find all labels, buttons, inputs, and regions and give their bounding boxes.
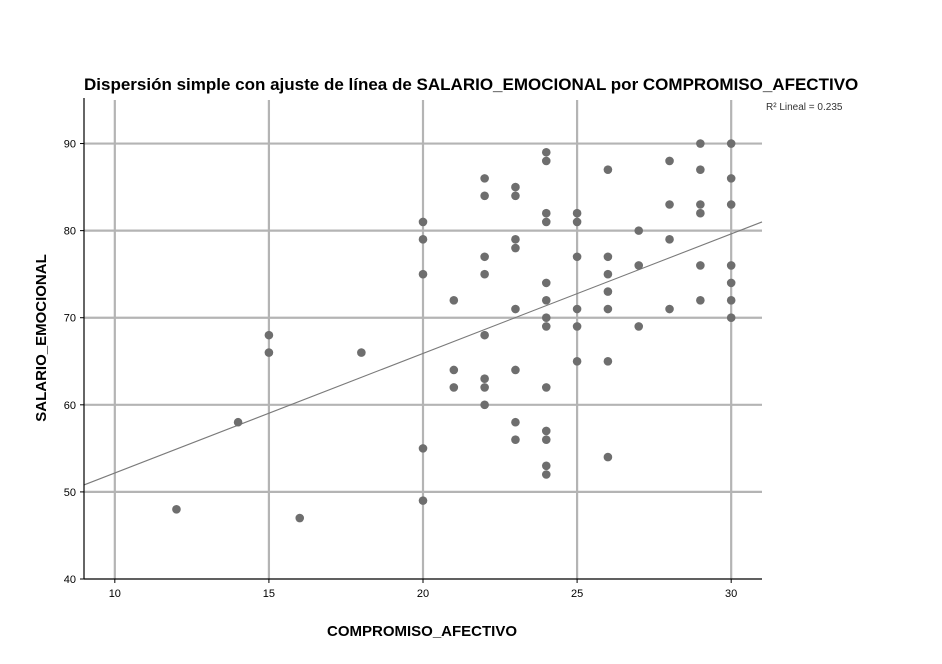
data-point xyxy=(726,261,736,270)
data-point xyxy=(541,296,551,305)
data-point xyxy=(696,200,705,209)
data-point xyxy=(418,235,428,244)
data-point xyxy=(541,470,551,479)
y-tick-label: 80 xyxy=(64,226,76,238)
data-point xyxy=(449,296,459,305)
data-point xyxy=(480,191,489,201)
data-point xyxy=(603,165,613,174)
data-point xyxy=(572,208,582,218)
data-point xyxy=(726,200,736,209)
data-point xyxy=(634,226,644,235)
y-axis-label: SALARIO_EMOCIONAL xyxy=(33,254,50,422)
data-point xyxy=(603,356,613,366)
data-point xyxy=(480,330,489,340)
y-tick-label: 50 xyxy=(64,487,76,499)
data-point xyxy=(418,217,428,227)
data-point xyxy=(480,174,489,183)
data-point xyxy=(511,191,520,201)
data-point xyxy=(665,200,674,209)
data-point xyxy=(696,208,705,218)
tick-labels: 10 15 20 25 30 40 50 60 70 80 90 xyxy=(64,139,738,600)
data-point xyxy=(603,304,613,314)
data-point xyxy=(696,261,705,270)
data-point xyxy=(511,417,520,427)
data-point xyxy=(603,252,613,262)
data-point xyxy=(233,417,243,427)
data-point xyxy=(665,235,674,244)
data-point xyxy=(726,278,736,288)
grid-lines xyxy=(84,100,762,579)
data-point xyxy=(511,243,520,253)
data-point xyxy=(572,304,582,314)
data-point xyxy=(480,269,489,279)
data-point xyxy=(449,365,459,375)
data-point xyxy=(511,235,520,244)
data-point xyxy=(696,296,705,305)
data-point xyxy=(572,322,582,331)
x-tick-label: 10 xyxy=(109,588,121,600)
data-point xyxy=(511,365,520,375)
y-tick-label: 40 xyxy=(64,574,76,586)
data-point xyxy=(603,452,613,462)
data-point xyxy=(665,304,674,314)
data-point xyxy=(264,330,274,340)
data-point xyxy=(665,156,674,166)
data-point xyxy=(572,217,582,227)
y-tick-label: 90 xyxy=(64,139,76,151)
data-point xyxy=(541,435,551,444)
data-point xyxy=(696,139,705,148)
data-point xyxy=(603,269,613,279)
data-point xyxy=(511,182,520,192)
data-point xyxy=(480,400,489,410)
data-point xyxy=(541,156,551,166)
data-point xyxy=(696,165,705,174)
data-point xyxy=(480,383,489,392)
data-point xyxy=(634,322,644,331)
data-point xyxy=(480,252,489,262)
data-point xyxy=(449,383,459,392)
data-point xyxy=(541,217,551,227)
x-tick-label: 25 xyxy=(571,588,583,600)
data-point xyxy=(603,287,613,296)
data-point xyxy=(726,313,736,323)
fit-line xyxy=(83,221,763,486)
data-point xyxy=(357,348,366,357)
y-tick-label: 70 xyxy=(64,313,76,325)
r2-label: R² Lineal = 0.235 xyxy=(766,102,843,113)
data-point xyxy=(264,348,274,357)
data-point xyxy=(541,313,551,323)
x-axis-label: COMPROMISO_AFECTIVO xyxy=(327,623,517,640)
data-points xyxy=(172,139,736,523)
data-point xyxy=(572,356,582,366)
data-point xyxy=(541,426,551,436)
data-point xyxy=(511,435,520,444)
data-point xyxy=(541,147,551,157)
fit-line-group xyxy=(83,221,763,486)
data-point xyxy=(541,461,551,471)
x-tick-label: 20 xyxy=(417,588,429,600)
data-point xyxy=(172,505,181,514)
data-point xyxy=(541,322,551,331)
data-point xyxy=(726,174,736,183)
data-point xyxy=(480,374,489,383)
data-point xyxy=(541,278,551,288)
x-tick-label: 30 xyxy=(725,588,737,600)
x-tick-label: 15 xyxy=(263,588,275,600)
y-tick-label: 60 xyxy=(64,400,76,412)
data-point xyxy=(418,269,428,279)
data-point xyxy=(726,296,736,305)
data-point xyxy=(572,252,582,262)
data-point xyxy=(634,261,644,270)
chart-title: Dispersión simple con ajuste de línea de… xyxy=(84,75,858,94)
data-point xyxy=(541,383,551,392)
data-point xyxy=(295,513,305,523)
data-point xyxy=(418,444,428,453)
data-point xyxy=(541,208,551,218)
data-point xyxy=(726,139,736,148)
data-point xyxy=(511,304,520,314)
data-point xyxy=(418,496,428,505)
